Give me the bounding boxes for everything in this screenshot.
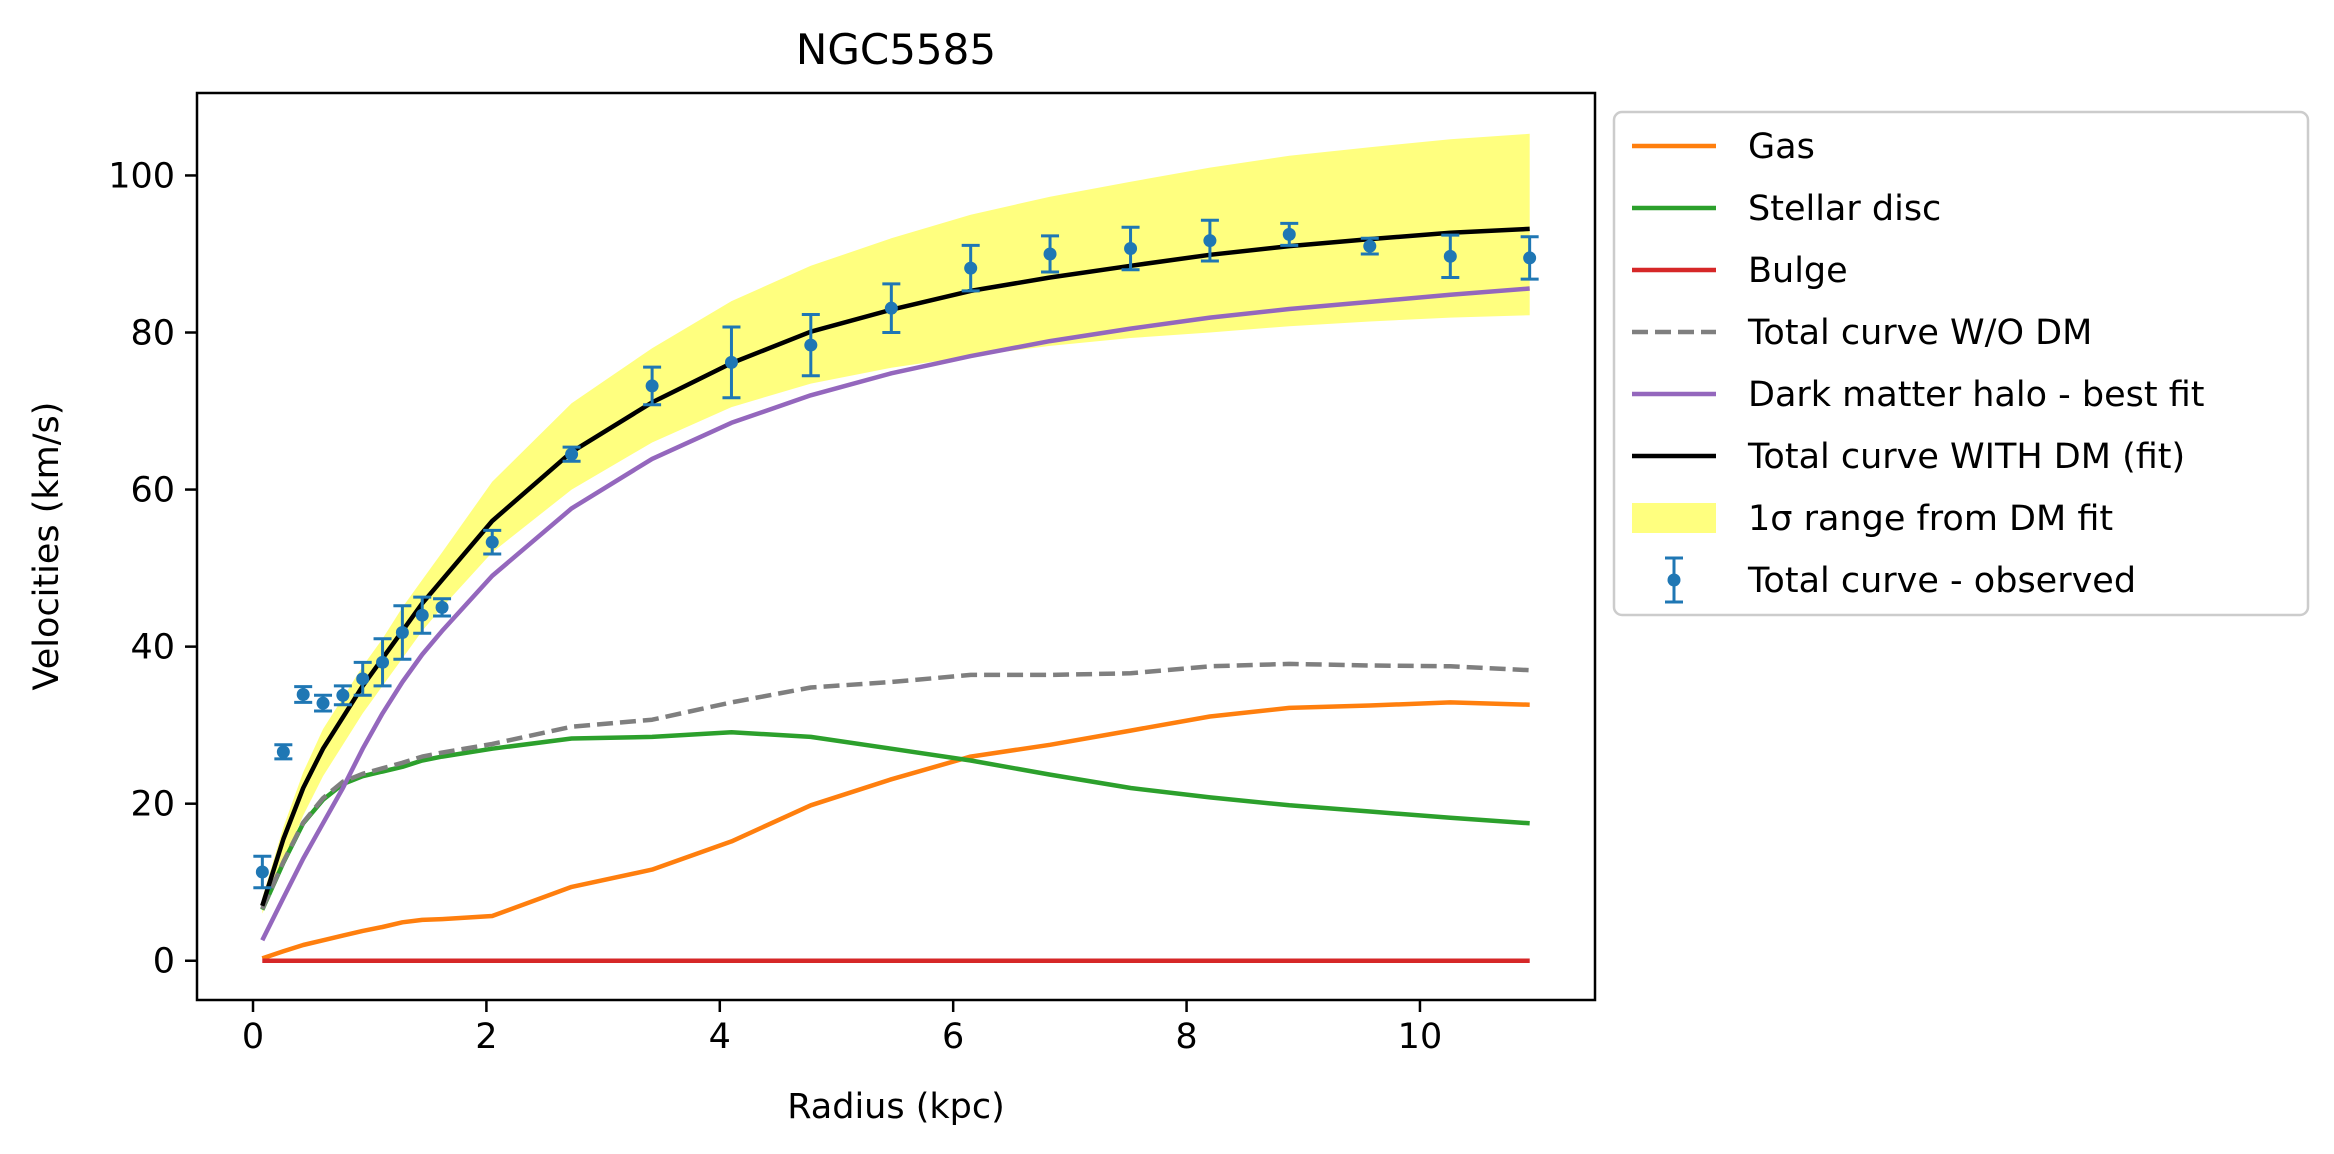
observed-point	[433, 597, 452, 618]
y-tick-label: 40	[130, 628, 175, 668]
series-line-total-curve-w-o-dm	[260, 661, 1530, 910]
legend: Gas Stellar disc Bulge Total curve W/O DM Da…	[1612, 110, 2310, 617]
sigma-band-layer	[262, 133, 1530, 914]
legend-entry: Stellar disc	[1632, 189, 1941, 229]
observed-point	[294, 685, 313, 704]
observed-point	[1280, 221, 1299, 247]
observed-point	[1041, 234, 1060, 274]
legend-swatch	[1667, 573, 1681, 587]
series-line-dark-matter-halo-best-fit	[260, 286, 1530, 942]
legend-label: 1σ range from DM fit	[1748, 499, 2113, 539]
observed-point	[253, 854, 272, 890]
y-axis-ticks: 0 20 40 60 80 100	[108, 156, 197, 982]
observed-point	[801, 312, 820, 378]
x-tick-label: 10	[1398, 1017, 1443, 1057]
legend-entry: Total curve WITH DM (fit)	[1632, 437, 2185, 477]
x-tick-label: 4	[709, 1017, 731, 1057]
observed-point	[1360, 236, 1379, 256]
observed-point	[722, 325, 741, 400]
legend-entry: Total curve - observed	[1665, 556, 2136, 604]
series-line-gas	[261, 700, 1530, 961]
x-tick-label: 6	[942, 1017, 964, 1057]
x-tick-label: 0	[242, 1017, 264, 1057]
legend-label: Total curve W/O DM	[1747, 313, 2092, 353]
x-tick-label: 8	[1175, 1017, 1197, 1057]
legend-entry: Gas	[1632, 127, 1815, 167]
observed-point	[393, 604, 412, 661]
legend-label: Dark matter halo - best fit	[1748, 375, 2204, 415]
legend-box	[1612, 110, 2310, 617]
y-tick-label: 0	[153, 942, 175, 982]
observed-point	[314, 693, 333, 713]
y-axis-label: Velocities (km/s)	[27, 402, 67, 691]
observed-point	[373, 637, 392, 688]
series-lines-layer	[260, 226, 1530, 963]
legend-entry: Dark matter halo - best fit	[1632, 375, 2204, 415]
observed-points-layer	[253, 218, 1539, 890]
observed-point	[643, 365, 662, 407]
series-line-total-curve-with-dm-fit	[260, 226, 1530, 907]
observed-point	[413, 595, 432, 635]
legend-entry: 1σ range from DM fit	[1632, 499, 2113, 539]
y-tick-label: 20	[130, 785, 175, 825]
observed-point	[562, 445, 581, 463]
series-line-stellar-disc	[260, 729, 1530, 911]
observed-point	[1121, 225, 1140, 272]
legend-label: Stellar disc	[1748, 189, 1941, 229]
observed-point	[483, 528, 502, 556]
legend-swatch	[1632, 503, 1716, 533]
y-tick-label: 80	[130, 314, 175, 354]
observed-point	[961, 243, 980, 293]
observed-point	[353, 660, 372, 697]
legend-entry: Total curve W/O DM	[1632, 313, 2092, 353]
legend-label: Total curve WITH DM (fit)	[1747, 437, 2185, 477]
observed-point	[333, 684, 352, 707]
chart-title: NGC5585	[796, 25, 996, 74]
observed-point	[1200, 218, 1219, 263]
x-axis-ticks: 0 2 4 6 8 10	[242, 1000, 1442, 1057]
x-axis-label: Radius (kpc)	[787, 1087, 1005, 1127]
observed-point	[1441, 233, 1460, 280]
y-tick-label: 60	[130, 471, 175, 511]
legend-label: Gas	[1748, 127, 1815, 167]
legend-entry: Bulge	[1632, 251, 1848, 291]
y-tick-label: 100	[108, 156, 175, 196]
legend-label: Bulge	[1748, 251, 1848, 291]
legend-label: Total curve - observed	[1747, 561, 2136, 601]
observed-point	[274, 743, 293, 761]
plot-frame	[195, 91, 1597, 1002]
sigma-band	[262, 133, 1530, 914]
observed-point	[882, 282, 901, 335]
observed-point	[1520, 235, 1539, 281]
x-tick-label: 2	[475, 1017, 497, 1057]
